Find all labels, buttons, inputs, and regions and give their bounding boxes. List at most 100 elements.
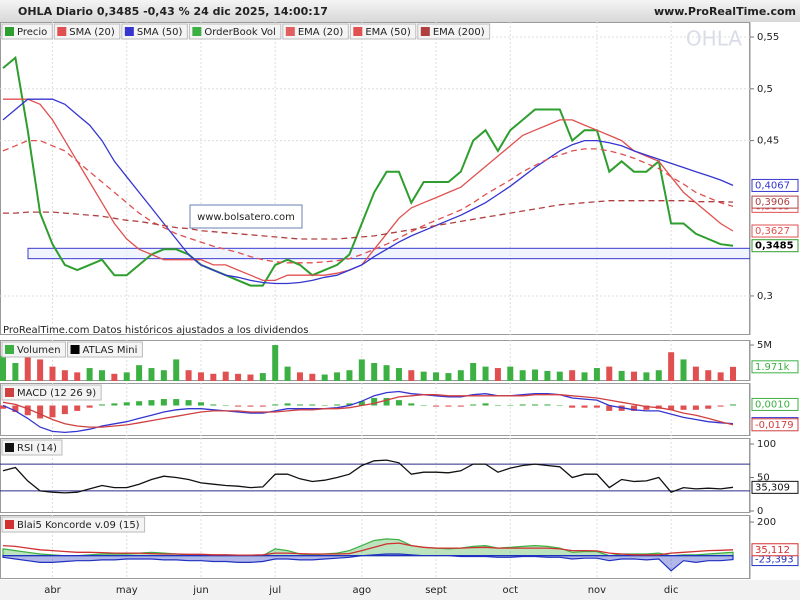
last-value-box — [751, 195, 799, 209]
y-tick-label: 200 — [757, 517, 776, 528]
bar — [433, 372, 440, 381]
bar — [173, 399, 180, 406]
bar — [730, 366, 736, 381]
legend-swatch — [192, 27, 202, 36]
bar — [470, 363, 477, 381]
bar — [173, 359, 180, 381]
bar — [383, 365, 390, 381]
bar — [284, 366, 291, 381]
legend-chip — [121, 23, 188, 40]
bar — [0, 405, 6, 409]
legend-swatch — [124, 27, 134, 36]
legend-swatch — [57, 27, 67, 36]
bar — [643, 372, 650, 381]
bar — [705, 370, 712, 381]
bar — [631, 405, 638, 411]
bar — [717, 405, 724, 407]
bar — [346, 370, 353, 381]
bar — [12, 363, 19, 381]
bar — [631, 371, 638, 381]
bar — [74, 372, 81, 381]
x-tick-label: sept — [425, 585, 447, 596]
bar — [544, 370, 551, 381]
bar — [408, 403, 415, 406]
last-value-box — [751, 397, 799, 411]
bar — [160, 370, 167, 381]
bar — [507, 366, 514, 381]
bar — [61, 370, 68, 381]
bar — [395, 400, 402, 406]
last-value-label: 35,309 — [755, 482, 790, 493]
bar — [668, 352, 675, 381]
bar — [272, 404, 279, 406]
annotation: www.bolsatero.com — [197, 212, 295, 223]
bar — [569, 405, 576, 408]
bar — [606, 405, 613, 411]
y-tick-label: 0 — [757, 506, 763, 517]
bar — [680, 359, 687, 381]
last-value-label: 0,3906 — [755, 197, 790, 208]
legend-label: EMA (200) — [433, 27, 485, 38]
bar — [309, 373, 316, 381]
bar — [222, 371, 229, 381]
bar — [296, 404, 303, 406]
last-value-box — [751, 480, 799, 494]
y-tick-label: 5M — [757, 340, 772, 351]
line — [2, 98, 734, 285]
header-title: OHLA Diario 0,3485 -0,43 % 24 dic 2025, … — [18, 5, 328, 18]
legend-swatch — [5, 520, 14, 529]
legend-swatch — [5, 345, 14, 354]
line — [2, 55, 734, 287]
panel-plot — [0, 438, 750, 513]
bar — [346, 403, 353, 406]
legend-swatch — [420, 27, 430, 36]
bar — [61, 405, 68, 415]
legend-label: MACD (12 26 9) — [17, 388, 96, 399]
bar — [655, 370, 662, 381]
y-tick-label: 0,55 — [757, 32, 779, 43]
legend-label: OrderBook Vol — [204, 27, 275, 38]
panel-frame — [0, 22, 750, 335]
bar — [593, 368, 600, 381]
line — [2, 542, 734, 556]
bar — [185, 370, 192, 381]
bar — [49, 405, 56, 418]
bar — [532, 369, 539, 381]
bar — [111, 403, 118, 406]
legend-label: EMA (50) — [365, 27, 411, 38]
bar — [433, 405, 440, 407]
legend-chip — [1, 341, 67, 358]
header-bar — [0, 0, 800, 22]
legend-chip — [417, 23, 491, 40]
legend-chip — [1, 384, 102, 401]
bar — [197, 372, 204, 381]
bar — [457, 370, 464, 381]
bar — [111, 373, 118, 381]
bar — [532, 404, 539, 406]
bar — [86, 405, 93, 408]
legend-chip — [1, 23, 53, 40]
last-value-label: 0,3627 — [755, 226, 790, 237]
last-value-label: 1.971k — [755, 362, 790, 373]
x-tick-label: abr — [44, 585, 61, 596]
bar — [593, 405, 600, 408]
legend-chip — [1, 516, 146, 533]
bar — [37, 359, 44, 381]
bar — [235, 405, 242, 407]
line — [2, 394, 734, 428]
bar — [383, 397, 390, 406]
y-tick-label: 0,5 — [757, 84, 773, 95]
x-tick-label: may — [116, 585, 138, 596]
bar — [235, 373, 242, 381]
last-value-box — [751, 418, 799, 432]
legend-chip — [188, 23, 282, 40]
bar — [197, 402, 204, 406]
bar — [371, 363, 378, 381]
bar — [309, 404, 316, 406]
bar — [222, 405, 229, 407]
legend-label: Blai5 Koncorde v.09 (15) — [17, 520, 140, 531]
dashed-line — [3, 200, 734, 240]
bar — [581, 372, 588, 381]
legend-label: Volumen — [17, 345, 61, 356]
last-value-label: -0,0179 — [755, 420, 794, 431]
